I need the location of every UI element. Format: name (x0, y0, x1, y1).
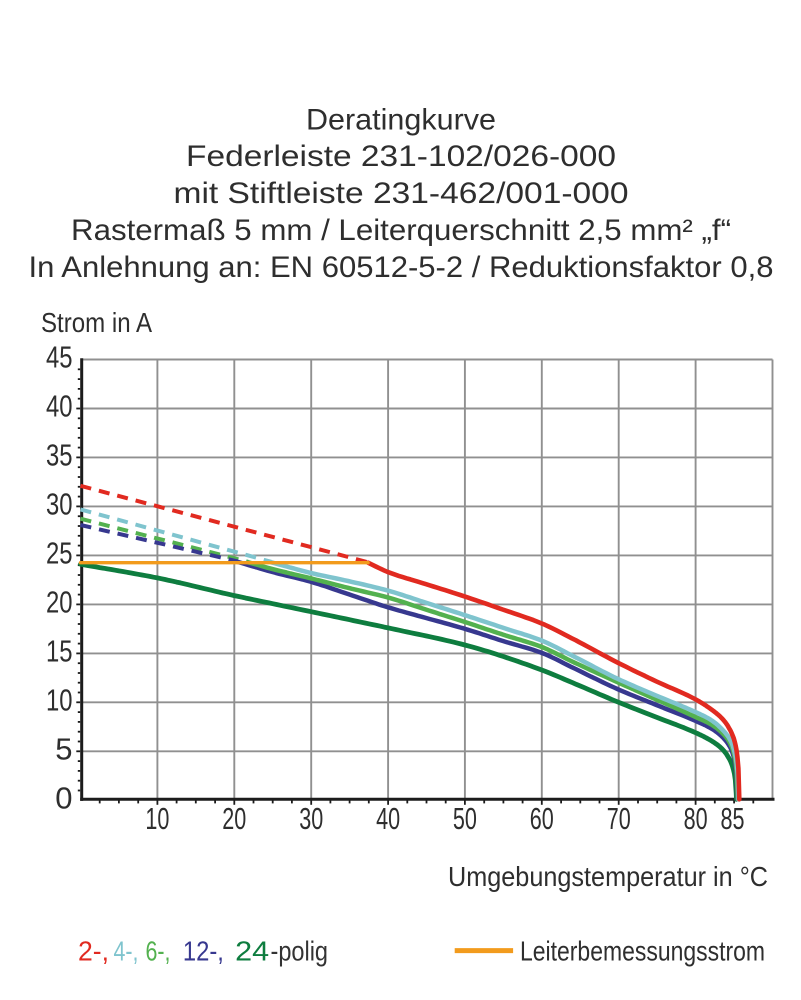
svg-text:45: 45 (46, 340, 73, 375)
svg-text:6-,: 6-, (146, 936, 171, 967)
svg-text:0: 0 (55, 780, 72, 815)
svg-text:20: 20 (46, 584, 73, 619)
svg-text:12-,: 12-, (183, 936, 224, 967)
svg-text:Leiterbemessungsstrom: Leiterbemessungsstrom (520, 936, 765, 967)
svg-text:Umgebungstemperatur in °C: Umgebungstemperatur in °C (448, 861, 768, 892)
svg-text:30: 30 (299, 801, 323, 836)
svg-text:In Anlehnung an: EN 60512-5-2: In Anlehnung an: EN 60512-5-2 / Reduktio… (29, 251, 774, 284)
svg-text:mit Stiftleiste 231-462/001-00: mit Stiftleiste 231-462/001-000 (174, 177, 629, 210)
svg-text:2-,: 2-, (78, 936, 109, 967)
svg-text:4-,: 4-, (114, 936, 139, 967)
svg-text:25: 25 (46, 535, 73, 570)
svg-text:70: 70 (607, 801, 631, 836)
svg-text:30: 30 (46, 486, 73, 521)
svg-text:5: 5 (55, 731, 72, 766)
svg-text:Rastermaß 5 mm / Leiterquersch: Rastermaß 5 mm / Leiterquerschnitt 2,5 m… (71, 214, 731, 247)
svg-text:50: 50 (453, 801, 477, 836)
svg-text:Strom in A: Strom in A (41, 307, 152, 338)
svg-text:Deratingkurve: Deratingkurve (306, 103, 496, 136)
svg-text:15: 15 (46, 633, 73, 668)
svg-text:20: 20 (222, 801, 246, 836)
svg-text:-polig: -polig (271, 936, 329, 967)
svg-text:85: 85 (721, 801, 745, 836)
svg-text:10: 10 (145, 801, 169, 836)
svg-text:Federleiste 231-102/026-000: Federleiste 231-102/026-000 (186, 140, 616, 173)
svg-text:35: 35 (46, 437, 73, 472)
svg-text:40: 40 (376, 801, 400, 836)
svg-text:40: 40 (46, 389, 73, 424)
svg-text:60: 60 (530, 801, 554, 836)
svg-text:10: 10 (46, 682, 73, 717)
svg-text:24: 24 (235, 936, 269, 967)
svg-text:80: 80 (684, 801, 708, 836)
